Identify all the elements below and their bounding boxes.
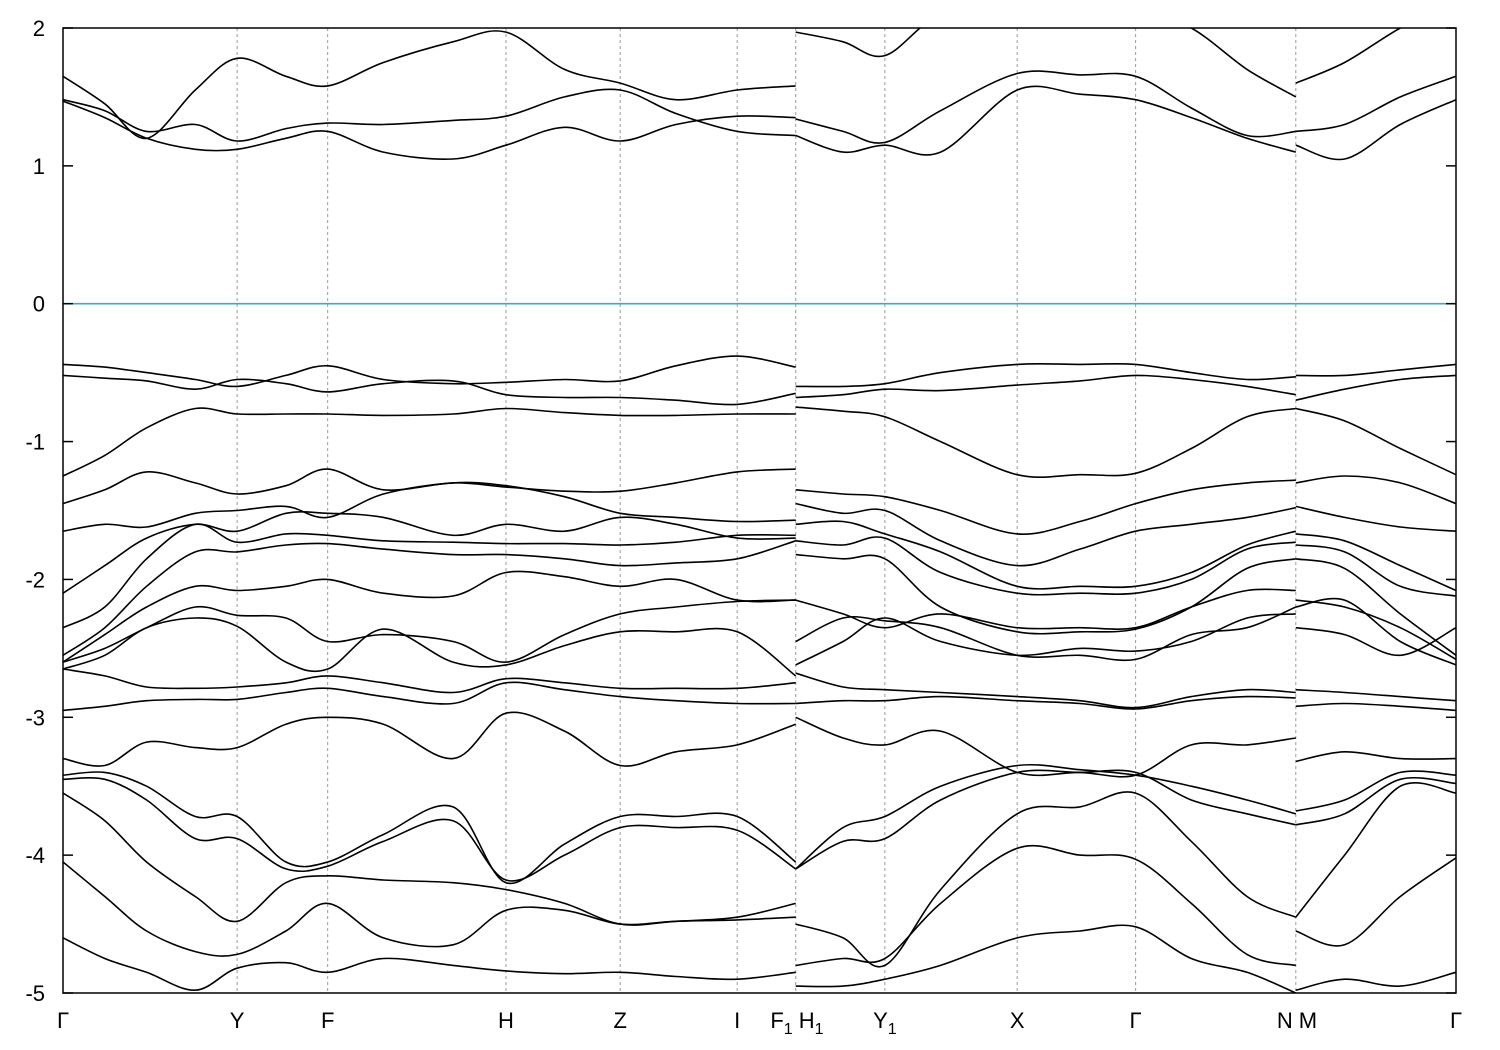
band-line — [1295, 626, 1456, 657]
x-tick-label: F — [321, 1008, 334, 1033]
band-line — [63, 30, 796, 140]
band-line — [1295, 374, 1456, 401]
band-line — [795, 85, 1297, 156]
band-line — [63, 468, 796, 505]
y-tick-label: -2 — [25, 567, 45, 592]
band-line — [1295, 28, 1402, 84]
x-tick-label: X — [1010, 1008, 1025, 1033]
band-line — [63, 407, 796, 477]
band-line — [63, 937, 796, 992]
band-line — [63, 681, 796, 712]
band-line — [1295, 98, 1456, 161]
band-line — [63, 570, 796, 663]
x-tick-label: Γ — [1450, 1008, 1462, 1033]
band-line — [63, 711, 796, 767]
x-tick-label: F1 — [770, 1008, 792, 1038]
band-line — [1295, 702, 1456, 712]
x-tick-label: I — [734, 1008, 740, 1033]
band-line — [795, 763, 1297, 870]
band-line — [1295, 597, 1456, 666]
band-line — [795, 791, 1297, 968]
band-line — [795, 613, 1296, 666]
band-line — [63, 100, 796, 161]
x-tick-label: Γ — [1130, 1008, 1142, 1033]
band-line — [63, 668, 796, 694]
band-line — [63, 481, 796, 532]
plot-frame — [62, 27, 1457, 994]
band-line — [795, 70, 1296, 144]
band-line — [1295, 407, 1456, 476]
x-tick-label: Γ — [57, 1008, 69, 1033]
band-line — [1295, 533, 1456, 592]
band-line — [1295, 857, 1456, 947]
band-line — [795, 695, 1296, 710]
band-line — [1295, 781, 1456, 918]
band-line — [1295, 971, 1456, 991]
y-tick-label: 0 — [33, 292, 45, 317]
x-tick-label: Y — [230, 1008, 245, 1033]
band-line — [63, 88, 796, 142]
band-line — [1295, 750, 1456, 763]
band-line — [1295, 475, 1456, 505]
band-line — [795, 553, 1296, 635]
band-line — [63, 374, 796, 406]
band-line — [1295, 505, 1456, 532]
x-tick-label: H — [498, 1008, 514, 1033]
band-line — [795, 374, 1296, 399]
band-line — [795, 28, 1297, 98]
band-line — [795, 844, 1296, 967]
x-tick-label: M — [1299, 1008, 1317, 1033]
band-line — [1295, 363, 1456, 377]
y-tick-label: -4 — [25, 843, 45, 868]
band-line — [795, 479, 1296, 535]
band-line — [795, 536, 1296, 596]
x-tick-label: N — [1277, 1008, 1293, 1033]
y-tick-label: -5 — [25, 981, 45, 1006]
band-line — [795, 769, 1296, 870]
x-tick-label: Z — [613, 1008, 626, 1033]
band-line — [1295, 776, 1456, 826]
y-tick-label: -1 — [25, 430, 45, 455]
x-axis-ticks: Γ Y F H Z I F1 H1 Y1 X Γ N M Γ — [57, 1008, 1462, 1038]
band-line — [63, 771, 797, 885]
band-line — [795, 362, 1296, 388]
x-tick-label: H1 — [799, 1008, 824, 1038]
band-line — [63, 861, 796, 957]
x-tick-label: Y1 — [873, 1008, 897, 1038]
band-line — [63, 523, 796, 629]
band-line — [63, 599, 796, 663]
band-line — [795, 672, 1296, 709]
band-line — [63, 510, 796, 594]
y-tick-label: -3 — [25, 705, 45, 730]
bands-group — [63, 28, 1456, 993]
y-axis-ticks: 2 1 0 -1 -2 -3 -4 -5 — [25, 16, 1456, 1006]
band-line — [795, 588, 1296, 630]
band-line — [1295, 599, 1456, 661]
band-line — [795, 716, 1296, 778]
grid-lines — [236, 28, 1297, 993]
band-line — [795, 520, 1297, 590]
band-line — [63, 792, 796, 926]
y-tick-label: 1 — [33, 154, 45, 179]
band-line — [63, 540, 796, 656]
band-line — [63, 617, 797, 677]
band-line — [1295, 688, 1456, 702]
band-line — [1295, 544, 1456, 597]
band-line — [63, 355, 796, 388]
band-line — [795, 406, 1296, 478]
band-line — [63, 777, 797, 882]
band-line — [795, 502, 1296, 567]
band-line — [1295, 75, 1456, 133]
y-tick-label: 2 — [33, 16, 45, 41]
band-line — [1295, 770, 1456, 812]
band-line — [795, 924, 1297, 993]
band-line — [1295, 558, 1456, 656]
